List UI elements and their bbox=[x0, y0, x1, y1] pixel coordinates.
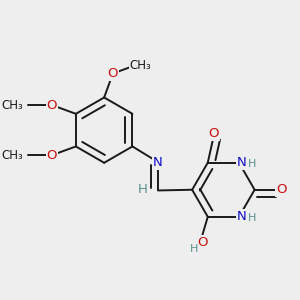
Text: O: O bbox=[208, 127, 219, 140]
Text: H: H bbox=[248, 159, 256, 169]
Text: O: O bbox=[46, 149, 57, 162]
Text: CH₃: CH₃ bbox=[130, 59, 152, 72]
Text: H: H bbox=[248, 213, 256, 223]
Text: H: H bbox=[189, 244, 198, 254]
Text: N: N bbox=[153, 156, 163, 169]
Text: O: O bbox=[46, 99, 57, 112]
Text: N: N bbox=[237, 210, 247, 223]
Text: CH₃: CH₃ bbox=[1, 149, 22, 162]
Text: CH₃: CH₃ bbox=[1, 99, 22, 112]
Text: O: O bbox=[108, 67, 118, 80]
Text: N: N bbox=[237, 156, 247, 169]
Text: O: O bbox=[197, 236, 207, 249]
Text: H: H bbox=[137, 182, 147, 196]
Text: O: O bbox=[276, 183, 287, 196]
